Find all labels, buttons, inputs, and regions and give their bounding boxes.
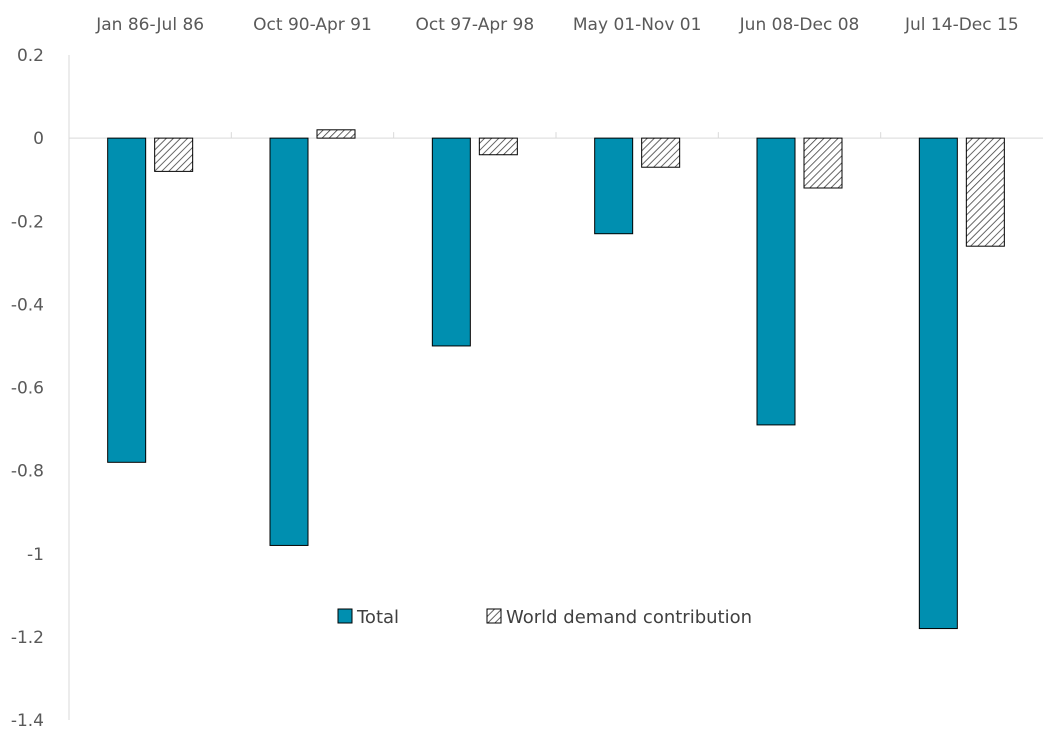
category-label: Jul 14-Dec 15 (904, 15, 1019, 35)
y-tick-label: -0.6 (11, 379, 44, 399)
legend-swatch-world-demand (486, 608, 502, 624)
legend: Total World demand contribution (337, 607, 752, 628)
axes (68, 55, 1043, 720)
bar-world-demand (965, 137, 1005, 247)
bar-world-demand (478, 137, 518, 156)
bar-total (594, 137, 634, 235)
bars (107, 129, 1005, 630)
y-tick-label: 0 (33, 129, 44, 149)
legend-label-world-demand: World demand contribution (506, 607, 752, 628)
bar-world-demand (316, 129, 356, 139)
axis-labels: 0.2 0 -0.2 -0.4 -0.6 -0.8 -1 -1.2 -1.4 Jan 86-Jul… (11, 15, 1019, 729)
y-tick-label: -0.2 (11, 212, 44, 232)
y-tick-label: -1.4 (11, 711, 44, 729)
category-label: Jan 86-Jul 86 (95, 15, 204, 35)
bar-total (431, 137, 471, 347)
bar-total (269, 137, 309, 546)
category-label: Jun 08-Dec 08 (739, 15, 860, 35)
y-tick-label: -0.8 (11, 462, 44, 482)
category-label: May 01-Nov 01 (573, 15, 702, 35)
bar-world-demand (803, 137, 843, 189)
category-label: Oct 90-Apr 91 (253, 15, 372, 35)
bar-world-demand (154, 137, 194, 172)
bar-total (107, 137, 147, 463)
legend-swatch-total (337, 608, 353, 624)
y-tick-label: 0.2 (17, 46, 44, 66)
y-tick-label: -1 (27, 545, 44, 565)
y-tick-label: -0.4 (11, 295, 44, 315)
bar-world-demand (641, 137, 681, 168)
category-label: Oct 97-Apr 98 (416, 15, 535, 35)
legend-label-total: Total (356, 607, 399, 628)
y-tick-label: -1.2 (11, 628, 44, 648)
bar-total (918, 137, 958, 630)
bar-total (756, 137, 796, 426)
